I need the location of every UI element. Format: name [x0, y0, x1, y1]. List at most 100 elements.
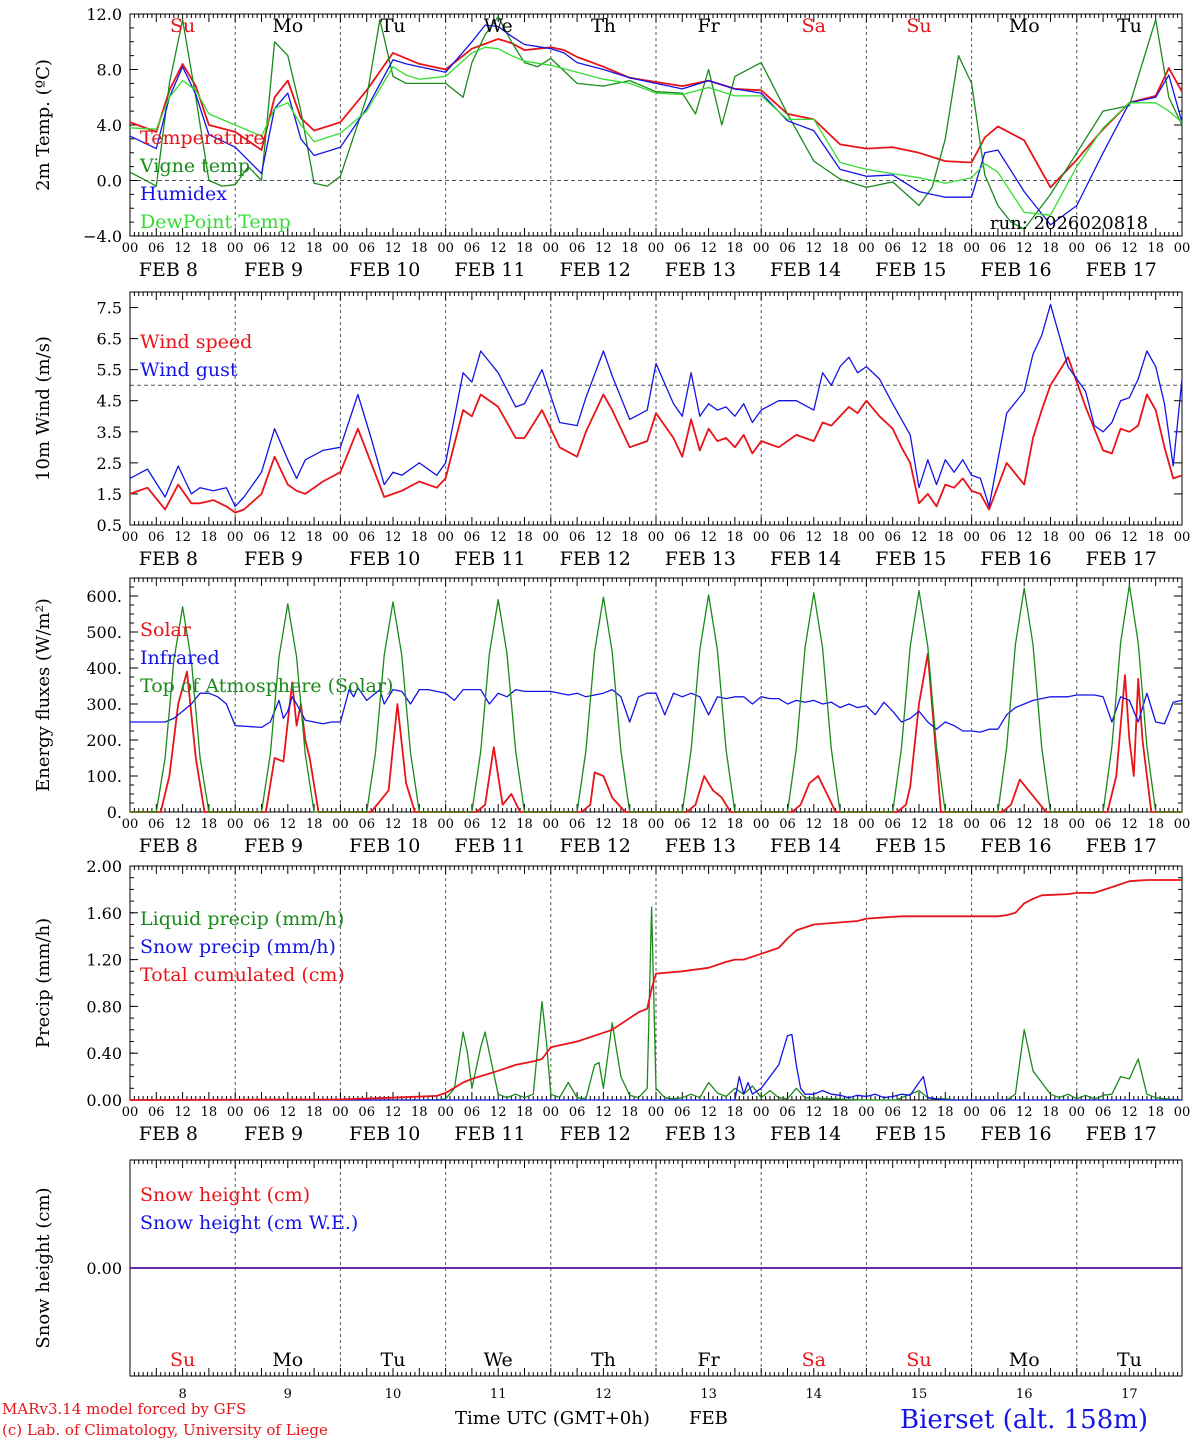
precip-date-label: FEB 10: [349, 1123, 420, 1145]
wind-date-label: FEB 16: [980, 548, 1051, 570]
energy-hour-label: 00: [1174, 817, 1191, 832]
energy-date-label: FEB 8: [139, 835, 198, 857]
energy-hour-label: 06: [990, 817, 1007, 832]
precip-hour-label: 18: [1042, 1105, 1059, 1120]
energy-hour-label: 12: [280, 817, 297, 832]
temp-hour-label: 00: [963, 241, 980, 256]
energy-hour-label: 00: [1069, 817, 1086, 832]
energy-hour-label: 18: [411, 817, 428, 832]
bottom-day-number: 10: [385, 1387, 402, 1402]
energy-date-label: FEB 12: [560, 835, 631, 857]
precip-hour-label: 00: [437, 1105, 454, 1120]
energy-hour-label: 00: [963, 817, 980, 832]
temp-run-annotation: run: 2026020818: [990, 213, 1148, 234]
temp-series-temperature: [129, 38, 1183, 189]
energy-date-label: FEB 10: [349, 835, 420, 857]
energy-hour-label: 00: [543, 817, 560, 832]
temp-hour-label: 00: [437, 241, 454, 256]
temp-date-label: FEB 17: [1086, 259, 1157, 281]
temp-hour-label: 12: [174, 241, 191, 256]
top-weekday-label: We: [484, 15, 513, 37]
temp-hour-label: 06: [884, 241, 901, 256]
energy-hour-label: 18: [937, 817, 954, 832]
precip-date-label: FEB 11: [454, 1123, 525, 1145]
bottom-weekday-labels: Su Mo Tu We Th Fr Sa Su Mo Tu: [170, 1349, 1142, 1371]
temp-hour-label: 00: [1174, 241, 1191, 256]
precip-legend-liquid-precip-mm-h: Liquid precip (mm/h): [140, 908, 344, 930]
wind-date-label: FEB 8: [139, 548, 198, 570]
precip-hour-label: 06: [779, 1105, 796, 1120]
energy-hour-label: 06: [674, 817, 691, 832]
precip-hour-label: 00: [963, 1105, 980, 1120]
precip-y-tick-label: 0.40: [86, 1044, 122, 1063]
temp-hour-label: 12: [280, 241, 297, 256]
temp-hour-label: 06: [253, 241, 270, 256]
precip-hour-label: 12: [806, 1105, 823, 1120]
model-credit: MARv3.14 model forced by GFS: [2, 1400, 246, 1418]
bottom-weekday-label: Tu: [381, 1349, 406, 1371]
precip-series-snow-precip-mm-h: [130, 1033, 1182, 1101]
temp-legend-humidex: Humidex: [140, 183, 227, 205]
bottom-day-number: 15: [911, 1387, 928, 1402]
temp-hour-label: 18: [832, 241, 849, 256]
temp-hour-label: 18: [1042, 241, 1059, 256]
precip-hour-label: 18: [832, 1105, 849, 1120]
wind-hour-label: 18: [201, 530, 218, 545]
energy-hour-label: 00: [122, 817, 139, 832]
precip-hour-label: 00: [1174, 1105, 1191, 1120]
precip-hour-label: 12: [280, 1105, 297, 1120]
energy-hour-label: 18: [1042, 817, 1059, 832]
temp-y-axis-label: 2m Temp. (ºC): [33, 59, 54, 191]
temp-hour-label: 06: [674, 241, 691, 256]
precip-hour-label: 12: [385, 1105, 402, 1120]
wind-y-tick-label: 7.5: [97, 299, 122, 318]
temp-legend-dewpoint-temp: DewPoint Temp: [140, 211, 291, 233]
energy-hour-label: 18: [621, 817, 638, 832]
energy-date-label: FEB 15: [875, 835, 946, 857]
temp-hour-label: 12: [595, 241, 612, 256]
energy-series-top-of-atmosphere-solar: [130, 584, 1182, 813]
wind-hour-label: 00: [437, 530, 454, 545]
energy-hour-label: 18: [1147, 817, 1164, 832]
temp-hour-label: 06: [358, 241, 375, 256]
wind-hour-label: 18: [727, 530, 744, 545]
temp-date-label: FEB 8: [139, 259, 198, 281]
precip-date-label: FEB 12: [560, 1123, 631, 1145]
temp-hour-label: 18: [621, 241, 638, 256]
precip-hour-label: 12: [1121, 1105, 1138, 1120]
temp-y-tick-label: 12.0: [86, 5, 122, 24]
wind-hour-label: 12: [700, 530, 717, 545]
temp-series-humidex: [129, 24, 1183, 226]
energy-hour-label: 18: [516, 817, 533, 832]
precip-legend-total-cumulated-cm: Total cumulated (cm): [140, 964, 345, 986]
energy-hour-label: 06: [358, 817, 375, 832]
energy-legend-infrared: Infrared: [140, 647, 220, 669]
temp-hour-label: 00: [227, 241, 244, 256]
precip-hour-label: 00: [543, 1105, 560, 1120]
wind-y-tick-label: 5.5: [97, 361, 122, 380]
bottom-day-number: 13: [700, 1387, 717, 1402]
energy-hour-label: 00: [437, 817, 454, 832]
temp-hour-label: 12: [700, 241, 717, 256]
wind-legend-wind-gust: Wind gust: [140, 359, 238, 381]
precip-date-label: FEB 15: [875, 1123, 946, 1145]
bottom-weekday-label: Fr: [697, 1349, 720, 1371]
temp-hour-label: 18: [1147, 241, 1164, 256]
top-weekday-label: Tu: [381, 15, 406, 37]
wind-hour-label: 00: [1069, 530, 1086, 545]
wind-hour-label: 18: [306, 530, 323, 545]
wind-hour-label: 06: [1095, 530, 1112, 545]
precip-hour-label: 18: [727, 1105, 744, 1120]
top-weekday-label: Tu: [1117, 15, 1142, 37]
wind-hour-label: 12: [1016, 530, 1033, 545]
temp-hour-label: 18: [516, 241, 533, 256]
temp-date-label: FEB 13: [665, 259, 736, 281]
wind-y-tick-label: 3.5: [97, 423, 122, 442]
wind-hour-label: 12: [490, 530, 507, 545]
energy-hour-label: 12: [1121, 817, 1138, 832]
precip-hour-label: 18: [621, 1105, 638, 1120]
bottom-day-number: 9: [284, 1387, 292, 1402]
wind-legend-wind-speed: Wind speed: [140, 331, 252, 353]
wind-hour-label: 00: [227, 530, 244, 545]
precip-hour-label: 06: [674, 1105, 691, 1120]
